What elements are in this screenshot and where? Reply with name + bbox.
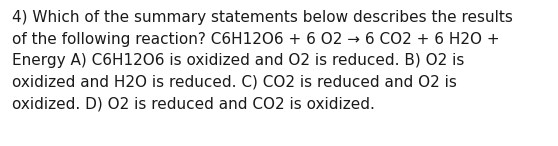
Text: 4) Which of the summary statements below describes the results
of the following : 4) Which of the summary statements below… <box>12 10 513 111</box>
